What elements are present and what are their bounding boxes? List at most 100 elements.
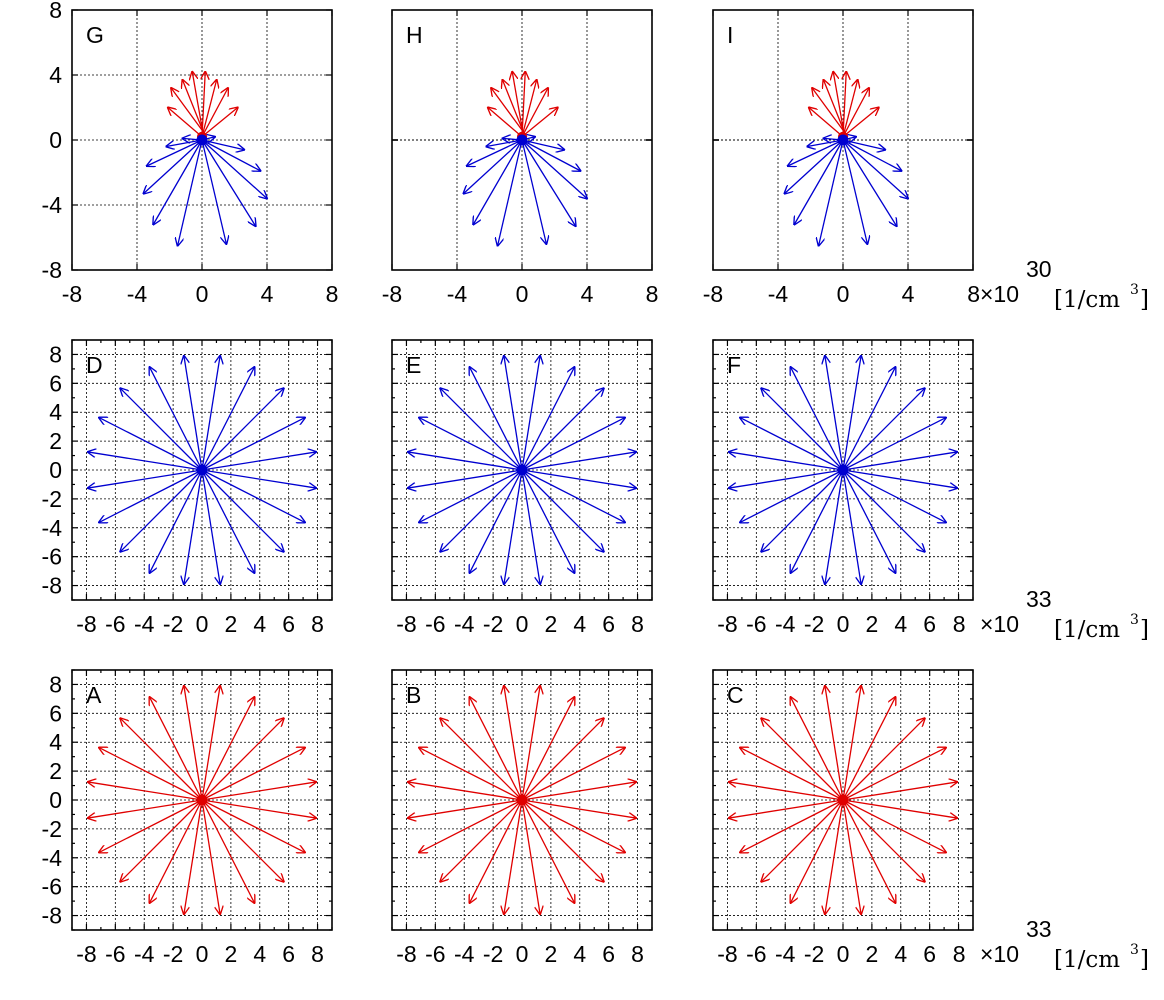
y-tick-label: 8 bbox=[49, 671, 62, 697]
x-tick-label: 8 bbox=[953, 611, 966, 637]
origin-dot bbox=[837, 464, 849, 476]
panel-vectors bbox=[88, 356, 316, 584]
panel-f: F -8 -6 -4 -2 0 2 4 6 8 bbox=[712, 339, 974, 637]
x-tick-label: -8 bbox=[717, 611, 737, 637]
vector-arrow bbox=[470, 469, 523, 573]
y-tick-label: 2 bbox=[49, 428, 62, 454]
vector-arrow bbox=[88, 782, 203, 801]
origin-dot bbox=[516, 794, 528, 806]
vector-arrow bbox=[819, 139, 844, 246]
vector-arrow bbox=[201, 139, 261, 171]
vector-arrow bbox=[192, 72, 205, 137]
vector-arrow bbox=[761, 799, 844, 882]
x-tick-label: -6 bbox=[425, 941, 445, 967]
vector-arrow bbox=[120, 388, 203, 471]
vector-arrow bbox=[794, 139, 844, 225]
vector-arrow bbox=[521, 718, 604, 801]
vector-arrow bbox=[504, 356, 523, 471]
vector-arrow bbox=[408, 452, 523, 471]
vector-arrow bbox=[521, 139, 587, 199]
vector-arrow bbox=[201, 686, 220, 801]
panel-vectors bbox=[408, 356, 636, 584]
panel-frame bbox=[712, 669, 974, 931]
vector-arrow bbox=[201, 469, 305, 522]
vector-arrow bbox=[522, 72, 525, 137]
y-tick-label: -6 bbox=[42, 874, 62, 900]
vector-arrow bbox=[168, 108, 203, 138]
panel-vectors bbox=[729, 686, 957, 914]
vector-arrow bbox=[521, 748, 625, 801]
vector-arrow bbox=[842, 139, 908, 199]
x-tick-label: -6 bbox=[425, 611, 445, 637]
x-tick-label: -4 bbox=[134, 941, 155, 967]
panel-label: C bbox=[727, 682, 744, 708]
y-tick-label: -2 bbox=[42, 486, 62, 512]
x-tick-label: 0 bbox=[837, 611, 850, 637]
vector-arrow bbox=[842, 686, 861, 801]
x-tick-label: 0 bbox=[837, 281, 850, 307]
x-tick-label: -8 bbox=[396, 941, 416, 967]
vector-arrow bbox=[120, 718, 203, 801]
x-tick-label: 4 bbox=[581, 281, 594, 307]
x-tick-label: -4 bbox=[447, 281, 468, 307]
vector-arrow bbox=[201, 469, 254, 573]
x-tick-label: 4 bbox=[894, 941, 907, 967]
vector-arrow bbox=[201, 139, 267, 199]
vector-arrow bbox=[791, 697, 844, 801]
panel-frame bbox=[71, 339, 333, 601]
vector-arrow bbox=[147, 139, 203, 166]
x-tick-label: 8 bbox=[953, 941, 966, 967]
x-tick-labels: -8 -4 0 4 8 bbox=[382, 281, 659, 307]
y-tick-label: 4 bbox=[49, 729, 62, 755]
x-tick-label: 4 bbox=[573, 941, 586, 967]
vector-arrow bbox=[440, 799, 523, 882]
unit-bracket: ] bbox=[1140, 287, 1149, 313]
panel-c: C -8 -6 -4 -2 0 2 4 6 8 bbox=[712, 669, 974, 967]
x-tick-label: -4 bbox=[127, 281, 148, 307]
vector-arrow bbox=[521, 469, 604, 552]
x-tick-label: 0 bbox=[837, 941, 850, 967]
unit-exponent: 3 bbox=[1130, 942, 1139, 958]
vector-arrow bbox=[842, 469, 895, 573]
unit-label: [1/cm bbox=[1054, 617, 1120, 643]
vector-arrow bbox=[88, 452, 203, 471]
vector-arrow bbox=[498, 139, 523, 246]
vector-arrow bbox=[842, 418, 946, 471]
x-tick-label: 2 bbox=[224, 941, 237, 967]
y-tick-label: 6 bbox=[49, 700, 62, 726]
vector-arrow bbox=[842, 88, 869, 138]
unit-label: [1/cm bbox=[1054, 947, 1120, 973]
vector-arrow bbox=[408, 469, 523, 488]
panel-label: I bbox=[727, 22, 733, 48]
origin-dot bbox=[196, 464, 208, 476]
vector-arrow bbox=[512, 72, 525, 137]
x-tick-label: -2 bbox=[804, 941, 824, 967]
x-tick-label: 4 bbox=[894, 611, 907, 637]
x-tick-label: 8 bbox=[967, 281, 980, 307]
vector-arrow bbox=[842, 799, 895, 903]
x-tick-label: 8 bbox=[326, 281, 339, 307]
vector-arrow bbox=[521, 469, 636, 488]
vector-arrow bbox=[842, 697, 895, 801]
y-tick-label: -4 bbox=[42, 845, 63, 871]
vector-arrow bbox=[184, 799, 203, 914]
vector-arrow bbox=[521, 388, 604, 471]
x-tick-label: -2 bbox=[163, 941, 183, 967]
vector-arrow bbox=[521, 418, 625, 471]
vector-arrow bbox=[201, 367, 254, 471]
vector-arrow bbox=[201, 418, 305, 471]
vector-arrow bbox=[408, 782, 523, 801]
vector-arrow bbox=[201, 469, 220, 584]
x-tick-label: -8 bbox=[76, 611, 96, 637]
x-tick-labels: -8 -6 -4 -2 0 2 4 6 8 bbox=[76, 941, 324, 967]
panel-label: B bbox=[406, 682, 421, 708]
y-tick-label: 8 bbox=[49, 341, 62, 367]
vector-arrow bbox=[521, 799, 636, 818]
x-tick-label: -4 bbox=[775, 941, 796, 967]
y-tick-labels: 8 4 0 -4 -8 bbox=[42, 0, 63, 283]
panel-b: B -8 -6 -4 -2 0 2 4 6 8 bbox=[391, 669, 653, 967]
vector-arrow bbox=[419, 469, 523, 522]
panel-label: F bbox=[727, 352, 741, 378]
y-tick-label: 2 bbox=[49, 758, 62, 784]
